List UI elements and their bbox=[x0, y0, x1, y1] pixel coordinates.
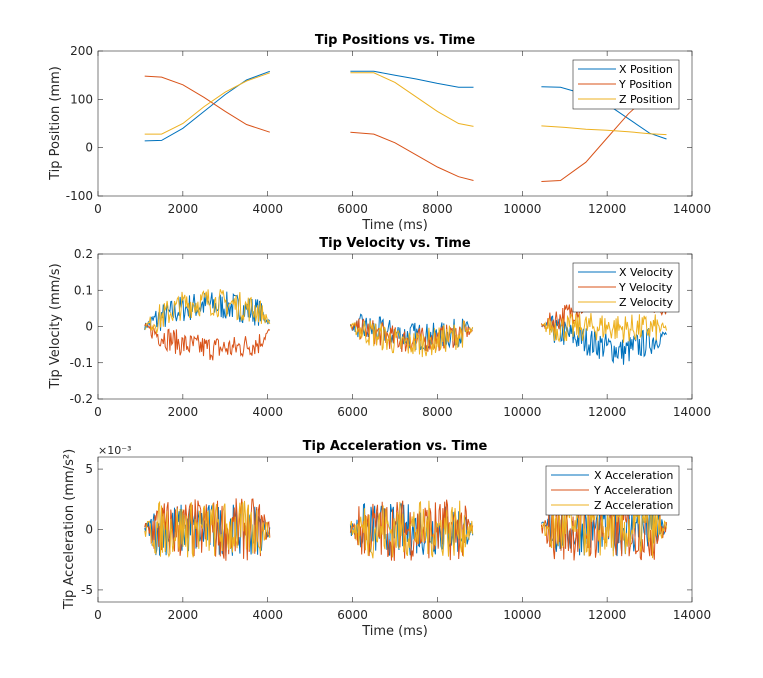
legend-label: Z Velocity bbox=[619, 296, 674, 309]
x-tick-label: 8000 bbox=[422, 202, 453, 216]
x-tick-label: 8000 bbox=[422, 608, 453, 622]
x-tick-label: 6000 bbox=[337, 608, 368, 622]
legend-label: X Velocity bbox=[619, 266, 674, 279]
x-tick-label: 0 bbox=[94, 608, 102, 622]
legend-label: X Position bbox=[619, 63, 673, 76]
x-tick-label: 6000 bbox=[337, 405, 368, 419]
series-z bbox=[144, 289, 667, 358]
legend: X Position Y Position Z Position bbox=[572, 59, 680, 110]
y-axis-label: Tip Position (mm) bbox=[48, 66, 63, 181]
series-line bbox=[350, 72, 474, 127]
series-line bbox=[349, 500, 474, 559]
tick-layer: 0 2000 4000 6000 8000 10000 12000 14000-1000100… bbox=[66, 44, 711, 216]
y-tick-label: 100 bbox=[70, 92, 93, 106]
legend-label: Y Velocity bbox=[618, 281, 673, 294]
chart-title: Tip Acceleration vs. Time bbox=[303, 439, 488, 454]
x-tick-label: 0 bbox=[94, 202, 102, 216]
x-tick-label: 6000 bbox=[337, 202, 368, 216]
y-axis-label: Tip Acceleration (mm/s²) bbox=[62, 449, 77, 610]
y-tick-label: 0 bbox=[85, 141, 93, 155]
series-z bbox=[144, 72, 667, 136]
x-tick-label: 14000 bbox=[673, 202, 711, 216]
x-tick-label: 4000 bbox=[252, 608, 283, 622]
chart-title: Tip Velocity vs. Time bbox=[319, 236, 471, 251]
x-tick-label: 14000 bbox=[673, 405, 711, 419]
legend-entry: Z Acceleration bbox=[551, 499, 673, 512]
x-tick-label: 10000 bbox=[503, 405, 541, 419]
series-line bbox=[350, 320, 474, 358]
series-z bbox=[144, 500, 667, 559]
x-tick-label: 10000 bbox=[503, 608, 541, 622]
legend: X Acceleration Y Acceleration Z Accelerati… bbox=[545, 465, 680, 516]
series-line bbox=[541, 315, 667, 365]
legend-entry: Y Acceleration bbox=[551, 484, 673, 497]
series-line bbox=[541, 313, 667, 343]
legend-label: Z Acceleration bbox=[594, 499, 673, 512]
legend-entry: Y Velocity bbox=[578, 281, 673, 294]
y-axis-label: Tip Velocity (mm/s) bbox=[48, 263, 63, 389]
legend-label: Z Position bbox=[619, 93, 673, 106]
x-tick-label: 8000 bbox=[422, 405, 453, 419]
velocity-chart: 0 2000 4000 6000 8000 10000 12000 14000 -0.2 -0.1… bbox=[48, 236, 711, 419]
series-line bbox=[144, 70, 270, 142]
y-tick-label: 0.1 bbox=[74, 283, 93, 297]
tick-layer: 0 2000 4000 6000 8000 10000 12000 14000 -0.2 -0.1… bbox=[70, 247, 712, 419]
x-tick-label: 4000 bbox=[252, 405, 283, 419]
series-line bbox=[541, 125, 667, 136]
x-tick-label: 2000 bbox=[168, 608, 199, 622]
legend-label: Y Position bbox=[618, 78, 672, 91]
legend-entry: X Velocity bbox=[578, 266, 674, 279]
legend: X Velocity Y Velocity Z Velocity bbox=[572, 262, 680, 313]
x-tick-label: 10000 bbox=[503, 202, 541, 216]
positions-chart: 0 2000 4000 6000 8000 10000 12000 14000-1000100… bbox=[48, 33, 711, 233]
y-tick-label: -0.2 bbox=[70, 392, 93, 406]
series-line bbox=[144, 72, 270, 135]
y-tick-label: -0.1 bbox=[70, 356, 93, 370]
x-tick-label: 4000 bbox=[252, 202, 283, 216]
acceleration-chart: 0 2000 4000 6000 8000 10000 12000 14000-505 Tip… bbox=[62, 439, 711, 639]
x-tick-label: 2000 bbox=[168, 405, 199, 419]
series-line bbox=[144, 500, 271, 558]
legend-label: X Acceleration bbox=[594, 469, 673, 482]
series-line bbox=[350, 70, 474, 88]
series-line bbox=[144, 289, 271, 334]
legend-entry: Y Position bbox=[578, 78, 672, 91]
exponent-label: ×10⁻³ bbox=[98, 444, 131, 457]
x-axis-label: Time (ms) bbox=[361, 218, 428, 233]
series-line bbox=[144, 323, 271, 361]
x-tick-label: 2000 bbox=[168, 202, 199, 216]
x-axis-label: Time (ms) bbox=[361, 624, 428, 639]
legend-entry: X Position bbox=[578, 63, 673, 76]
legend-entry: X Acceleration bbox=[551, 469, 673, 482]
legend-entry: Z Velocity bbox=[578, 296, 674, 309]
y-tick-label: -100 bbox=[66, 189, 93, 203]
y-tick-label: 5 bbox=[85, 462, 93, 476]
x-tick-label: 14000 bbox=[673, 608, 711, 622]
series-line bbox=[350, 131, 474, 181]
series-line bbox=[144, 75, 270, 133]
x-tick-label: 0 bbox=[94, 405, 102, 419]
tick-layer: 0 2000 4000 6000 8000 10000 12000 14000-505 bbox=[81, 457, 711, 622]
x-tick-label: 12000 bbox=[588, 608, 626, 622]
y-tick-label: 200 bbox=[70, 44, 93, 58]
legend-label: Y Acceleration bbox=[593, 484, 673, 497]
y-tick-label: 0 bbox=[85, 320, 93, 334]
legend-entry: Z Position bbox=[578, 93, 673, 106]
y-tick-label: 0 bbox=[85, 523, 93, 537]
y-tick-label: -5 bbox=[81, 583, 93, 597]
series-line bbox=[541, 500, 667, 559]
chart-title: Tip Positions vs. Time bbox=[315, 33, 475, 48]
x-tick-label: 12000 bbox=[588, 202, 626, 216]
x-tick-label: 12000 bbox=[588, 405, 626, 419]
y-tick-label: 0.2 bbox=[74, 247, 93, 261]
